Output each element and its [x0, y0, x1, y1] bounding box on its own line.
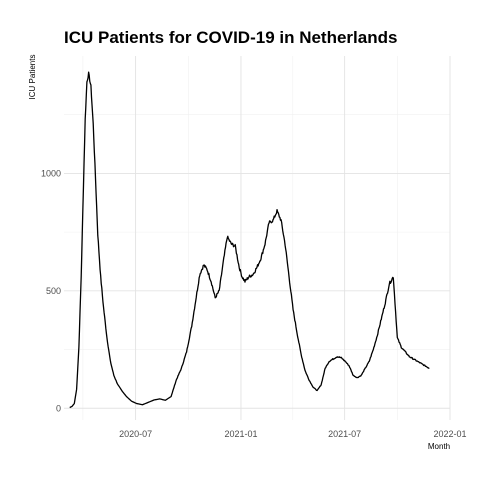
x-tick-label: 2022-01: [433, 429, 466, 439]
x-tick-label: 2020-07: [119, 429, 152, 439]
y-tick-label: 0: [56, 403, 61, 413]
x-axis-title: Month: [428, 442, 450, 451]
x-tick-label: 2021-01: [224, 429, 257, 439]
y-axis-title: ICU Patients: [28, 55, 37, 100]
y-tick-labels: 0 500 1000: [41, 168, 61, 413]
x-tick-labels: 2020-07 2021-01 2021-07 2022-01: [119, 429, 466, 439]
chart-title: ICU Patients for COVID-19 in Netherlands: [64, 28, 397, 47]
y-tick-label: 500: [46, 286, 61, 296]
icu-patients-line: [69, 71, 430, 409]
y-tick-label: 1000: [41, 168, 61, 178]
x-tick-label: 2021-07: [328, 429, 361, 439]
grid: [64, 56, 451, 420]
